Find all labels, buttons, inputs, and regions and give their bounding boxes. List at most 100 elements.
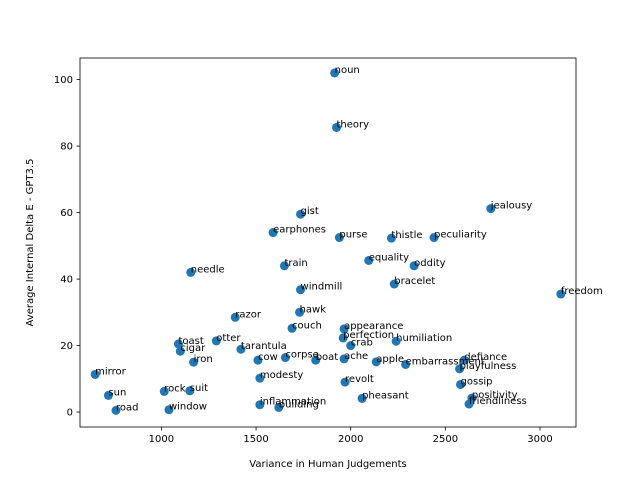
data-point — [255, 400, 265, 410]
y-axis-label: Average Internal Delta E - GPT3.5 — [25, 159, 36, 327]
data-point — [391, 336, 401, 346]
point-label: earphones — [273, 225, 326, 236]
point-label: jealousy — [490, 201, 533, 212]
point-label: peculiarity — [434, 230, 487, 241]
data-point — [185, 386, 195, 396]
x-tick-label: 3000 — [527, 434, 552, 445]
x-tick-label: 2000 — [338, 434, 363, 445]
data-point — [429, 233, 439, 243]
point-label: window — [169, 402, 207, 413]
point-labels-layer: noun theory jealousy gist earphones purse this… — [95, 65, 603, 413]
data-point — [164, 405, 174, 415]
data-point — [175, 346, 185, 356]
data-point — [339, 354, 349, 364]
axes-frame — [79, 57, 577, 428]
data-point — [173, 339, 183, 349]
data-point — [296, 209, 306, 219]
data-point — [332, 122, 342, 132]
y-tick-label: 20 — [60, 341, 73, 352]
point-label: cow — [258, 352, 278, 363]
data-point — [230, 312, 240, 322]
y-tick-label: 0 — [67, 408, 73, 419]
x-tick-label: 1500 — [243, 434, 268, 445]
data-point — [409, 261, 419, 271]
point-label: freedom — [561, 286, 603, 297]
point-label: cigar — [180, 343, 206, 354]
point-label: perfection — [343, 330, 394, 341]
point-label: sun — [108, 387, 126, 398]
data-point — [253, 355, 263, 365]
point-label: needle — [191, 264, 225, 275]
data-point — [287, 323, 297, 333]
point-label: corpse — [285, 350, 318, 361]
point-label: friendliness — [469, 396, 527, 407]
point-label: revolt — [345, 374, 374, 385]
points-layer — [90, 68, 566, 415]
x-axis-label: Variance in Human Judgements — [249, 459, 406, 470]
y-axis-ticks: 0 20 40 60 80 100 — [54, 75, 80, 419]
y-tick-label: 100 — [54, 75, 73, 86]
data-point — [334, 233, 344, 243]
point-label: windmill — [301, 282, 343, 293]
point-label: couch — [292, 320, 322, 331]
data-point — [455, 364, 465, 374]
point-label: ache — [344, 351, 368, 362]
point-label: oddity — [414, 258, 446, 269]
point-label: positivity — [472, 390, 518, 401]
data-point — [464, 399, 474, 409]
data-point — [296, 285, 306, 295]
data-point — [274, 402, 284, 412]
y-tick-label: 80 — [60, 142, 73, 153]
data-point — [371, 357, 381, 367]
data-point — [340, 377, 350, 387]
data-point — [346, 341, 356, 351]
data-point — [211, 336, 221, 346]
point-label: road — [116, 402, 139, 413]
data-point — [339, 324, 349, 334]
data-point — [103, 390, 113, 400]
data-point — [255, 373, 265, 383]
point-label: tarantula — [241, 341, 287, 352]
data-point — [280, 353, 290, 363]
point-label: otter — [216, 333, 241, 344]
point-label: inflammation — [260, 397, 326, 408]
data-point — [389, 279, 399, 289]
data-point — [268, 228, 278, 238]
point-label: gist — [301, 206, 319, 217]
data-point — [295, 307, 305, 317]
data-point — [311, 355, 321, 365]
point-label: mirror — [95, 366, 126, 377]
point-label: rock — [164, 383, 186, 394]
point-label: apple — [376, 354, 404, 365]
data-point — [90, 369, 100, 379]
data-point — [386, 233, 396, 243]
point-label: toast — [178, 336, 203, 347]
data-point — [401, 360, 411, 370]
data-point — [189, 357, 199, 367]
y-tick-label: 60 — [60, 208, 73, 219]
data-point — [556, 289, 566, 299]
data-point — [111, 405, 121, 415]
point-label: purse — [339, 230, 367, 241]
point-label: pheasant — [362, 390, 409, 401]
x-tick-label: 1000 — [149, 434, 174, 445]
point-label: theory — [337, 119, 370, 130]
point-label: defiance — [464, 352, 507, 363]
data-point — [236, 344, 246, 354]
x-tick-label: 2500 — [433, 434, 458, 445]
point-label: boat — [316, 352, 339, 363]
y-tick-label: 40 — [60, 275, 73, 286]
data-point — [357, 393, 367, 403]
data-point — [364, 255, 374, 265]
point-label: embarrassment — [406, 357, 485, 368]
point-label: thistle — [391, 230, 422, 241]
point-label: building — [279, 399, 319, 410]
point-label: crab — [351, 338, 373, 349]
point-label: suit — [190, 383, 208, 394]
point-label: iron — [194, 354, 213, 365]
point-label: gossip — [461, 376, 493, 387]
point-label: hawk — [300, 304, 327, 315]
data-point — [338, 333, 348, 343]
